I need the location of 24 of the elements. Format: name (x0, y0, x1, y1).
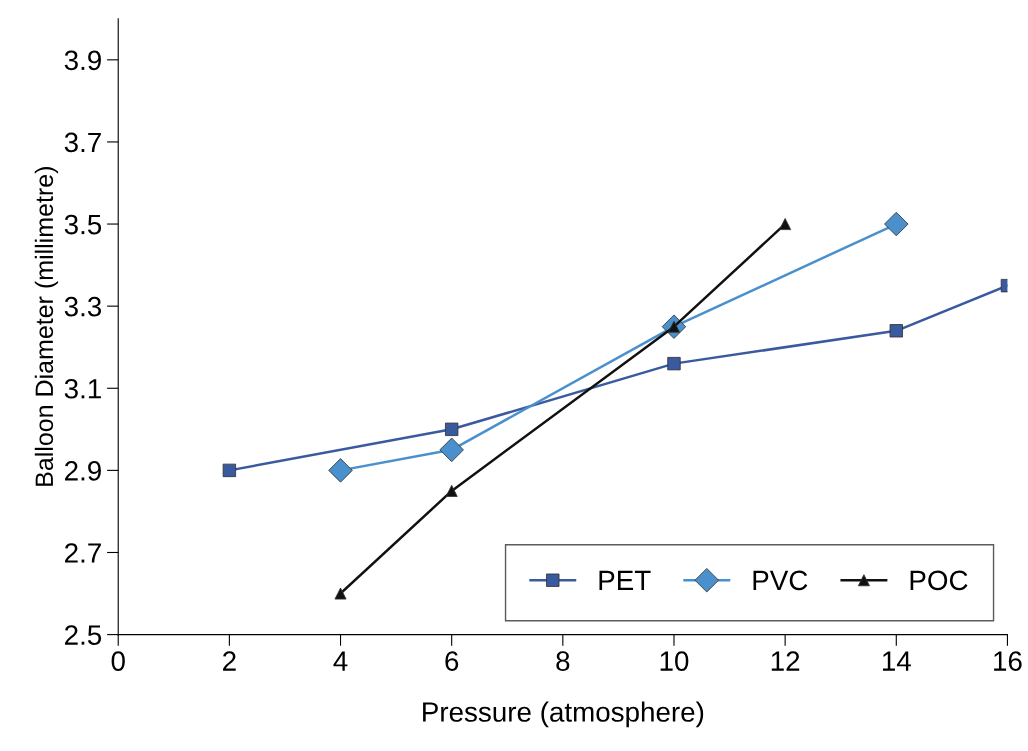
y-tick-label: 3.7 (64, 132, 101, 153)
y-tick-label: 3.3 (64, 296, 102, 317)
x-tick-label: 4 (333, 651, 348, 671)
legend-label: PET (599, 570, 651, 590)
x-tick-label: 12 (771, 651, 800, 671)
y-tick-label: 2.9 (65, 461, 101, 481)
x-tick-label: 0 (111, 651, 125, 671)
y-tick-label: 3.9 (64, 50, 101, 71)
y-tick-label: 3.5 (64, 214, 102, 235)
x-tick-label: 14 (882, 651, 911, 671)
legend-label: PVC (753, 570, 808, 591)
y-axis-title: Balloon Diameter (millimetre) (34, 167, 59, 486)
x-tick-label: 8 (556, 651, 570, 671)
point (445, 422, 459, 436)
point (222, 463, 237, 478)
x-tick-label: 16 (994, 651, 1022, 671)
y-tick-label: 2.5 (65, 625, 102, 645)
y-tick-label: 3.1 (64, 378, 101, 399)
legend-label: POC (910, 570, 968, 591)
y-tick-label: 2.7 (65, 543, 101, 563)
x-tick-label: 2 (223, 651, 236, 671)
x-tick-label: 6 (445, 651, 459, 671)
x-axis-title: Pressure (atmosphere) (423, 701, 704, 728)
x-tick-label: 10 (660, 651, 689, 671)
